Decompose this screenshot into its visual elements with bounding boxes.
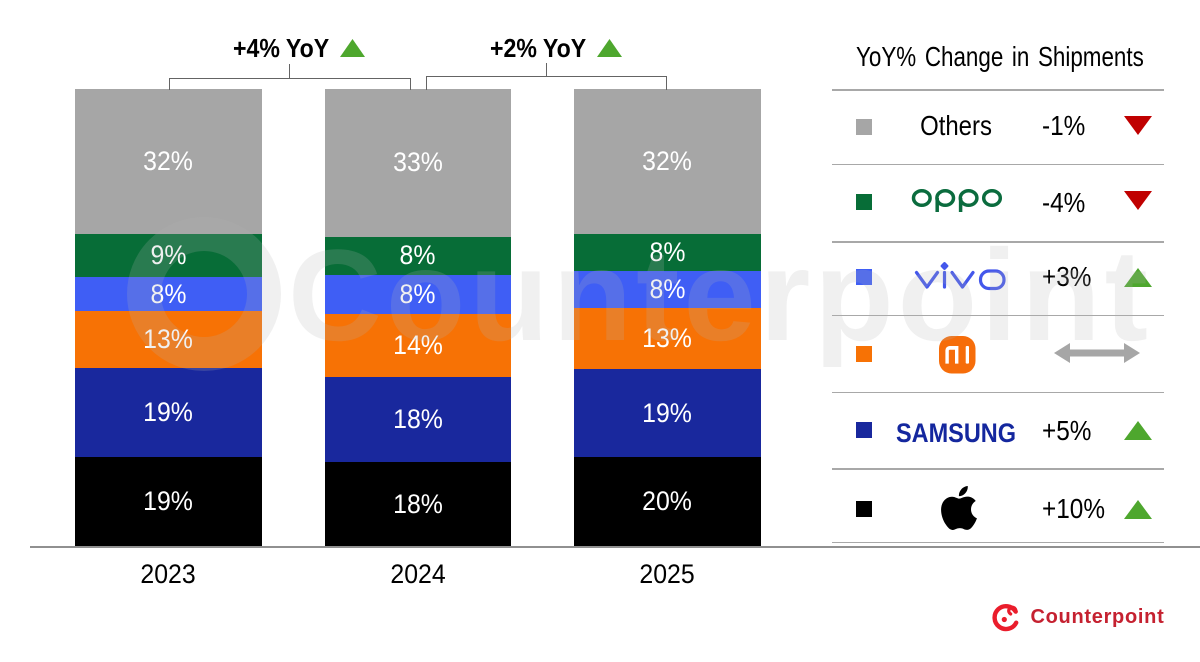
svg-text:Counterpoint: Counterpoint bbox=[288, 222, 1152, 368]
